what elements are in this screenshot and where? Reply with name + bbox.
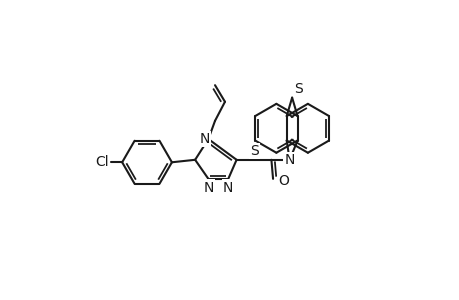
- Text: S: S: [293, 82, 302, 96]
- Text: N: N: [223, 181, 233, 194]
- Text: N: N: [199, 132, 210, 146]
- Text: N: N: [284, 153, 294, 167]
- Text: S: S: [250, 144, 258, 158]
- Text: N: N: [203, 181, 213, 194]
- Text: O: O: [277, 173, 288, 188]
- Text: Cl: Cl: [95, 155, 109, 169]
